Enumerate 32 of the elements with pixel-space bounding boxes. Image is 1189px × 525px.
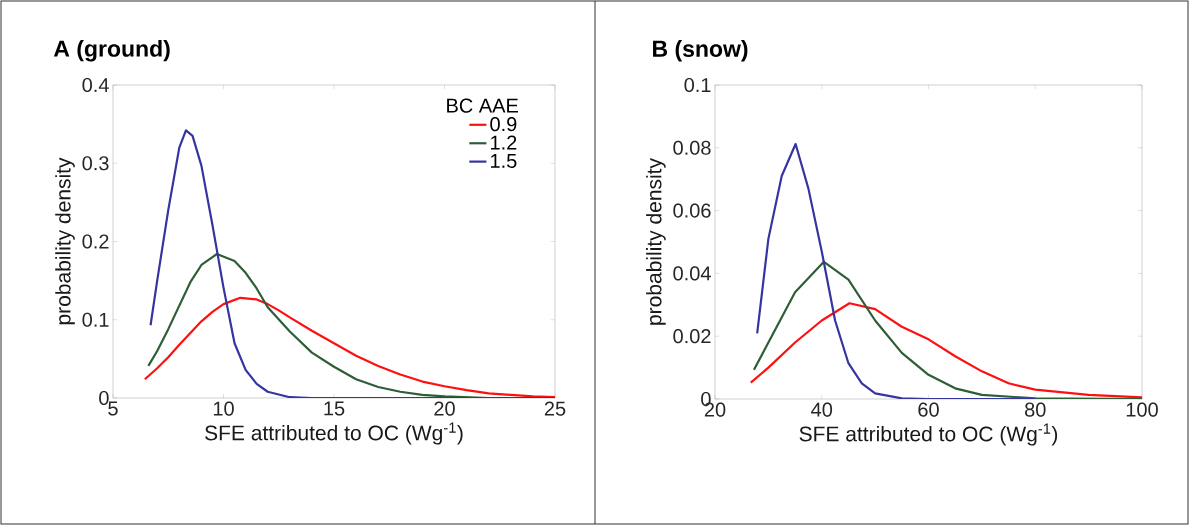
- x-tick-label: 20: [434, 401, 455, 416]
- x-tick-label: 15: [324, 401, 345, 416]
- y-tick-label: 0.06: [673, 203, 711, 218]
- y-tick-label: 0.08: [673, 140, 711, 155]
- y-tick-label: 0.1: [82, 312, 109, 327]
- legend-label: 0.9: [490, 117, 517, 132]
- x-tick-label: 5: [108, 401, 118, 416]
- legend-title: BC AAE: [447, 98, 518, 113]
- legend-label: 1.2: [491, 135, 517, 150]
- x-tick-label: 10: [213, 401, 234, 416]
- x-tick-label: 25: [544, 401, 566, 416]
- x-tick-label: 40: [811, 402, 833, 417]
- chart-title: B (snow): [653, 40, 748, 62]
- line-series: [756, 142, 1037, 399]
- y-tick-label: 0.1: [684, 77, 711, 93]
- y-tick-label: 0.2: [82, 234, 109, 249]
- line-series: [749, 302, 1142, 399]
- y-axis-title: probability density: [55, 157, 75, 325]
- y-tick-label: 0: [99, 390, 109, 406]
- x-axis-title: SFE attributed to OC (Wg$^{-1}$): [799, 423, 1058, 446]
- y-tick-label: 0.4: [82, 77, 109, 93]
- y-tick-label: 0.3: [82, 156, 109, 171]
- y-tick-label: 0.02: [673, 329, 711, 344]
- x-axis-title: SFE attributed to OC (Wg$^{-1}$): [205, 422, 463, 445]
- x-tick-label: 60: [918, 402, 939, 417]
- y-tick-label: 0.04: [673, 266, 711, 281]
- legend-label: 1.5: [491, 153, 517, 168]
- x-tick-label: 100: [1126, 402, 1158, 417]
- x-tick-label: 80: [1024, 402, 1046, 417]
- y-axis-title: probability density: [646, 158, 666, 325]
- chart-title: A (ground): [53, 39, 170, 62]
- line-series: [752, 260, 1142, 399]
